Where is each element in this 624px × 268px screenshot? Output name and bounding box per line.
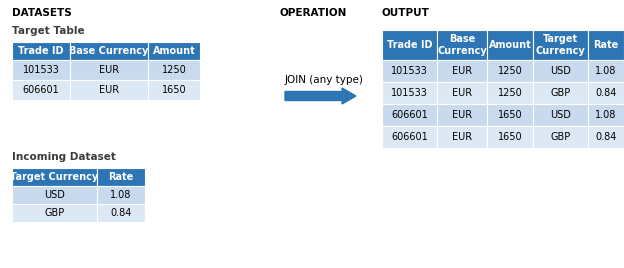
- Bar: [487, 126, 533, 148]
- Text: 1650: 1650: [498, 110, 522, 120]
- Bar: [148, 60, 200, 80]
- Bar: [97, 168, 145, 186]
- Text: 101533: 101533: [391, 66, 428, 76]
- Bar: [148, 80, 200, 100]
- Bar: [533, 104, 588, 126]
- Text: Base
Currency: Base Currency: [437, 34, 487, 56]
- Text: 1.08: 1.08: [110, 190, 132, 200]
- Bar: [533, 126, 588, 148]
- Bar: [437, 104, 487, 126]
- Text: 101533: 101533: [391, 88, 428, 98]
- Text: 1.08: 1.08: [595, 66, 617, 76]
- Text: 0.84: 0.84: [110, 208, 132, 218]
- Text: 606601: 606601: [391, 132, 428, 142]
- Text: USD: USD: [550, 66, 571, 76]
- Bar: [382, 30, 437, 60]
- Bar: [70, 80, 148, 100]
- Text: EUR: EUR: [99, 65, 119, 75]
- Text: GBP: GBP: [550, 132, 570, 142]
- Bar: [487, 60, 533, 82]
- Text: 1250: 1250: [497, 66, 522, 76]
- Bar: [437, 30, 487, 60]
- Text: Rate: Rate: [109, 172, 134, 182]
- Text: 1250: 1250: [162, 65, 187, 75]
- Bar: [588, 104, 624, 126]
- Bar: [533, 82, 588, 104]
- Bar: [487, 30, 533, 60]
- Text: Amount: Amount: [489, 40, 532, 50]
- Text: 606601: 606601: [22, 85, 59, 95]
- FancyArrow shape: [285, 88, 356, 104]
- Text: EUR: EUR: [99, 85, 119, 95]
- Bar: [437, 60, 487, 82]
- Text: 1650: 1650: [162, 85, 187, 95]
- Bar: [382, 60, 437, 82]
- Text: 101533: 101533: [22, 65, 59, 75]
- Text: DATASETS: DATASETS: [12, 8, 72, 18]
- Bar: [382, 82, 437, 104]
- Bar: [487, 82, 533, 104]
- Text: 606601: 606601: [391, 110, 428, 120]
- Bar: [382, 104, 437, 126]
- Bar: [12, 60, 70, 80]
- Text: GBP: GBP: [550, 88, 570, 98]
- Bar: [533, 30, 588, 60]
- Text: OUTPUT: OUTPUT: [382, 8, 430, 18]
- Bar: [12, 204, 97, 222]
- Text: 0.84: 0.84: [595, 132, 617, 142]
- Bar: [588, 82, 624, 104]
- Bar: [97, 186, 145, 204]
- Bar: [70, 60, 148, 80]
- Text: EUR: EUR: [452, 110, 472, 120]
- Text: JOIN (any type): JOIN (any type): [285, 75, 364, 85]
- Text: Base Currency: Base Currency: [69, 46, 149, 56]
- Bar: [12, 42, 70, 60]
- Text: USD: USD: [550, 110, 571, 120]
- Text: Trade ID: Trade ID: [387, 40, 432, 50]
- Bar: [588, 30, 624, 60]
- Bar: [148, 42, 200, 60]
- Text: Target Table: Target Table: [12, 26, 85, 36]
- Text: Rate: Rate: [593, 40, 618, 50]
- Text: 0.84: 0.84: [595, 88, 617, 98]
- Bar: [437, 82, 487, 104]
- Text: 1250: 1250: [497, 88, 522, 98]
- Text: Trade ID: Trade ID: [18, 46, 64, 56]
- Text: USD: USD: [44, 190, 65, 200]
- Text: EUR: EUR: [452, 66, 472, 76]
- Bar: [588, 126, 624, 148]
- Bar: [12, 80, 70, 100]
- Text: OPERATION: OPERATION: [280, 8, 348, 18]
- Text: 1.08: 1.08: [595, 110, 617, 120]
- Text: GBP: GBP: [44, 208, 65, 218]
- Text: Amount: Amount: [153, 46, 195, 56]
- Bar: [70, 42, 148, 60]
- Bar: [382, 126, 437, 148]
- Text: EUR: EUR: [452, 132, 472, 142]
- Text: 1650: 1650: [498, 132, 522, 142]
- Bar: [12, 186, 97, 204]
- Text: Incoming Dataset: Incoming Dataset: [12, 152, 116, 162]
- Bar: [12, 168, 97, 186]
- Text: EUR: EUR: [452, 88, 472, 98]
- Bar: [97, 204, 145, 222]
- Text: Target Currency: Target Currency: [11, 172, 99, 182]
- Bar: [487, 104, 533, 126]
- Bar: [437, 126, 487, 148]
- Text: Target
Currency: Target Currency: [535, 34, 585, 56]
- Bar: [588, 60, 624, 82]
- Bar: [533, 60, 588, 82]
